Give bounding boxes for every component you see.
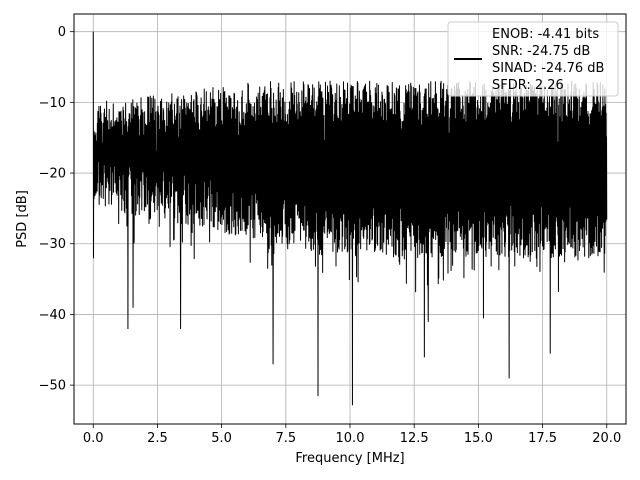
x-tick-label: 15.0	[464, 431, 493, 446]
psd-series	[92, 31, 608, 406]
x-tick-label: 5.0	[211, 431, 232, 446]
x-tick-label: 12.5	[400, 431, 429, 446]
x-axis-label: Frequency [MHz]	[295, 451, 404, 466]
axis-ticks: 0.0 2.5 5.0 7.5 10.0 12.5 15.0 17.5 20.0 0 −10 −20 −…	[39, 25, 622, 446]
y-axis-label: PSD [dB]	[15, 190, 30, 248]
legend-sinad: SINAD: -24.76 dB	[492, 61, 604, 76]
y-tick-label: −10	[39, 96, 66, 111]
x-tick-label: 7.5	[275, 431, 296, 446]
y-tick-label: 0	[58, 25, 66, 40]
y-tick-label: −20	[39, 167, 66, 182]
x-tick-label: 0.0	[83, 431, 104, 446]
x-tick-label: 10.0	[336, 431, 365, 446]
x-tick-label: 2.5	[147, 431, 168, 446]
legend: ENOB: -4.41 bits SNR: -24.75 dB SINAD: -…	[447, 21, 619, 97]
y-tick-label: −40	[39, 308, 66, 323]
x-tick-label: 20.0	[592, 431, 621, 446]
legend-sfdr: SFDR: 2.26	[492, 78, 564, 93]
legend-box	[447, 21, 619, 97]
legend-snr: SNR: -24.75 dB	[492, 44, 590, 59]
y-tick-label: −50	[39, 379, 66, 394]
psd-line	[92, 31, 608, 406]
y-tick-label: −30	[39, 237, 66, 252]
legend-enob: ENOB: -4.41 bits	[492, 27, 599, 42]
x-tick-label: 17.5	[528, 431, 557, 446]
